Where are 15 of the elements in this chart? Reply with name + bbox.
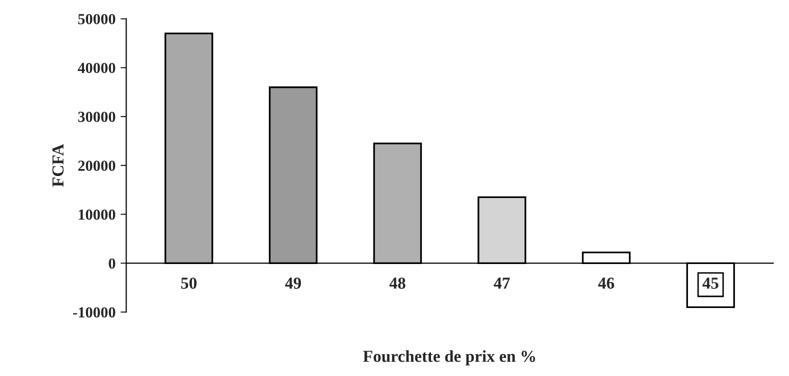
x-tick-label: 49	[285, 278, 301, 289]
x-axis-title: Fourchette de prix en %	[363, 350, 536, 366]
x-tick-label: 50	[181, 278, 197, 289]
y-tick-label: 50000	[78, 14, 116, 24]
y-tick-label: 20000	[78, 160, 116, 171]
y-tick-label: 0	[108, 258, 116, 269]
y-tick-label: -10000	[73, 307, 116, 318]
x-tick-label: 45	[702, 278, 718, 289]
x-tick-label: 46	[598, 278, 614, 289]
x-tick-label: 48	[389, 278, 406, 289]
y-axis-title: FCFA	[52, 144, 64, 187]
y-tick-label: 40000	[78, 62, 116, 74]
y-tick-label: 10000	[78, 209, 116, 220]
x-tick-label: 47	[494, 278, 510, 289]
y-tick-label: 30000	[78, 112, 116, 122]
